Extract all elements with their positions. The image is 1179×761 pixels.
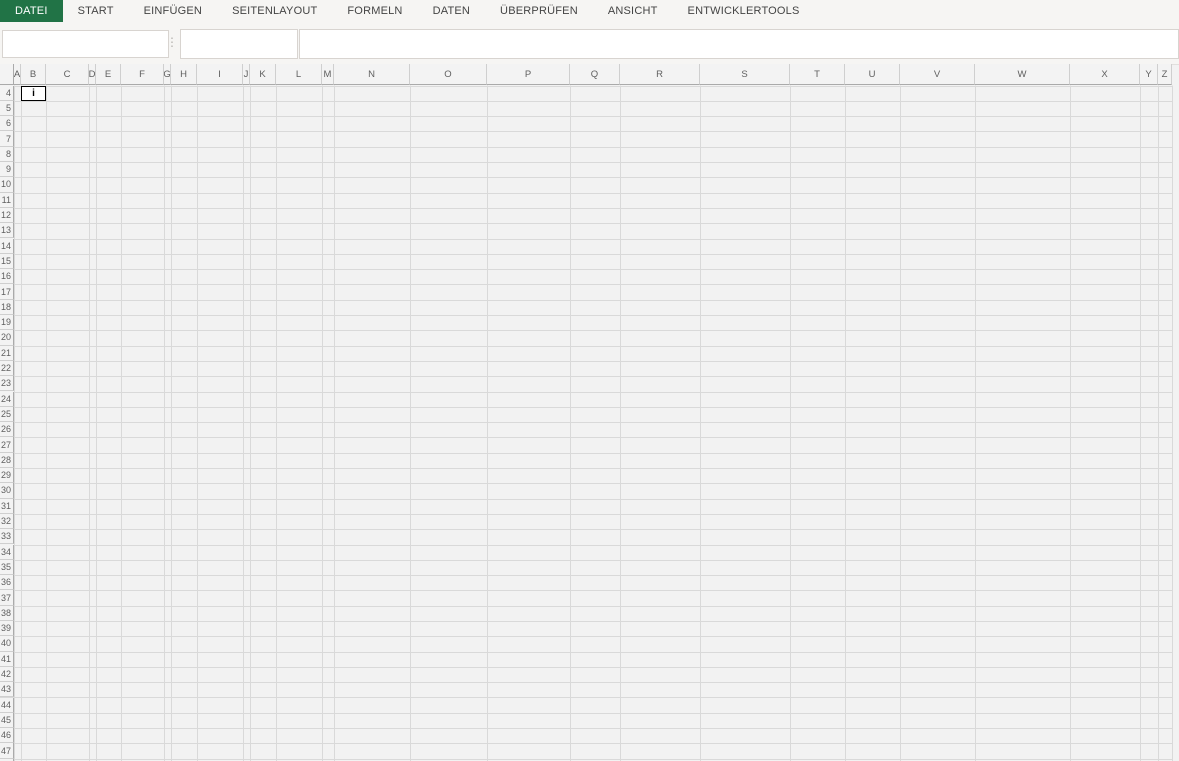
row-header-11[interactable]: 11 [0,192,14,208]
formula-input[interactable] [299,29,1179,59]
row-header-16[interactable]: 16 [0,269,14,285]
ribbon-tab-seitenlayout[interactable]: SEITENLAYOUT [232,5,318,17]
col-header-c[interactable]: C [46,64,89,85]
table-header-i[interactable]: i [21,85,46,101]
ribbon-tab-bar: DATEI START EINFÜGEN SEITENLAYOUT FORMELN DAT… [0,0,1179,22]
ribbon-tab-einfügen[interactable]: EINFÜGEN [143,5,203,17]
row-header-31[interactable]: 31 [0,498,14,514]
row-header-9[interactable]: 9 [0,162,14,178]
row-header-17[interactable]: 17 [0,284,14,300]
col-header-g[interactable]: G [164,64,171,85]
row-header-22[interactable]: 22 [0,360,14,377]
row-header-36[interactable]: 36 [0,575,14,591]
row-header-26[interactable]: 26 [0,422,14,438]
name-box[interactable] [2,30,169,58]
ribbon-tab-überprüfen[interactable]: ÜBERPRÜFEN [500,5,578,17]
col-header-q[interactable]: Q [570,64,620,85]
row-header-8[interactable]: 8 [0,146,14,162]
col-header-s[interactable]: S [700,64,790,85]
row-header-37[interactable]: 37 [0,590,14,606]
row-header-13[interactable]: 13 [0,223,14,239]
row-header-32[interactable]: 32 [0,513,14,530]
row-header-4[interactable]: 4 [0,85,14,101]
col-header-e[interactable]: E [96,64,121,85]
ribbon-tab-start[interactable]: START [77,5,114,17]
ribbon-tab-entwicklertools[interactable]: ENTWICKLERTOOLS [687,5,800,17]
row-header-12[interactable]: 12 [0,207,14,224]
col-header-r[interactable]: R [620,64,700,85]
row-header-18[interactable]: 18 [0,299,14,315]
ribbon-tab-datei[interactable]: DATEI [0,0,63,22]
row-header-34[interactable]: 34 [0,544,14,560]
row-header-25[interactable]: 25 [0,406,14,423]
col-header-x[interactable]: X [1070,64,1140,85]
col-header-v[interactable]: V [900,64,975,85]
col-header-o[interactable]: O [410,64,487,85]
col-header-i[interactable]: I [197,64,243,85]
col-header-l[interactable]: L [276,64,322,85]
ribbon-tab-daten[interactable]: DATEN [432,5,471,17]
formula-bar-separator: ⋮ [166,35,178,49]
row-header-35[interactable]: 35 [0,559,14,576]
ribbon-tab-ansicht[interactable]: ANSICHT [607,5,658,17]
select-all-corner[interactable] [0,64,14,85]
row-header-29[interactable]: 29 [0,468,14,484]
row-header-5[interactable]: 5 [0,100,14,117]
row-header-15[interactable]: 15 [0,253,14,270]
col-header-z[interactable]: Z [1158,64,1172,85]
row-header-6[interactable]: 6 [0,116,14,132]
row-header-24[interactable]: 24 [0,391,14,407]
row-header-44[interactable]: 44 [0,697,14,713]
col-header-d[interactable]: D [89,64,96,85]
col-header-w[interactable]: W [975,64,1070,85]
row-header-10[interactable]: 10 [0,177,14,193]
formula-bar: ⋮ [0,22,1179,65]
row-header-23[interactable]: 23 [0,376,14,392]
row-header-30[interactable]: 30 [0,483,14,499]
row-header-38[interactable]: 38 [0,605,14,621]
row-header-47[interactable]: 47 [0,743,14,759]
row-header-20[interactable]: 20 [0,330,14,346]
row-header-46[interactable]: 46 [0,728,14,744]
formula-buttons [180,29,298,59]
row-header-43[interactable]: 43 [0,682,14,698]
col-header-n[interactable]: N [334,64,410,85]
row-header-27[interactable]: 27 [0,437,14,453]
row-header-19[interactable]: 19 [0,315,14,331]
row-header-40[interactable]: 40 [0,636,14,652]
col-header-f[interactable]: F [121,64,164,85]
row-header-28[interactable]: 28 [0,452,14,468]
col-header-m[interactable]: M [322,64,334,85]
col-header-u[interactable]: U [845,64,900,85]
col-header-b[interactable]: B [21,64,46,85]
col-header-a[interactable]: A [14,64,21,85]
col-header-p[interactable]: P [487,64,570,85]
col-header-k[interactable]: K [250,64,276,85]
row-header-21[interactable]: 21 [0,345,14,361]
row-header-7[interactable]: 7 [0,131,14,147]
ribbon-tab-formeln[interactable]: FORMELN [347,5,403,17]
col-header-t[interactable]: T [790,64,845,85]
col-header-y[interactable]: Y [1140,64,1158,85]
row-header-33[interactable]: 33 [0,529,14,545]
row-header-45[interactable]: 45 [0,712,14,729]
row-header-39[interactable]: 39 [0,621,14,637]
row-header-42[interactable]: 42 [0,666,14,683]
row-header-41[interactable]: 41 [0,651,14,667]
row-header-14[interactable]: 14 [0,238,14,254]
col-header-j[interactable]: J [243,64,250,85]
col-header-h[interactable]: H [171,64,197,85]
